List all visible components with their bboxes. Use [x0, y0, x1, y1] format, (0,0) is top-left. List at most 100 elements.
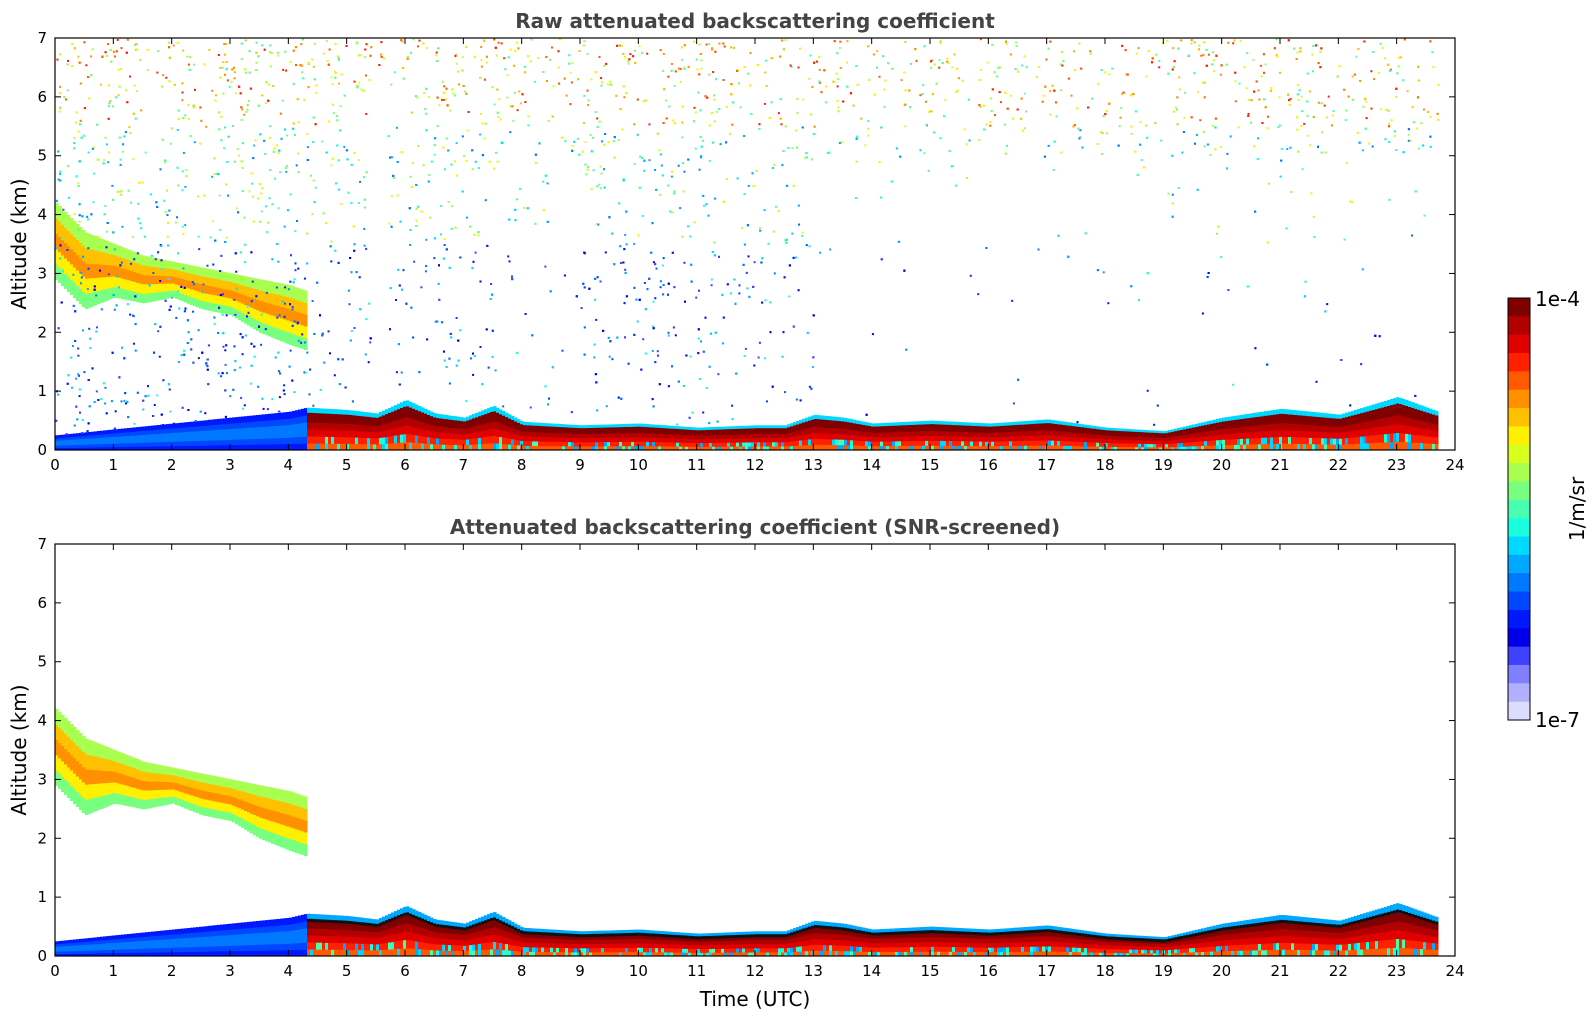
- heat-cell: [1051, 430, 1055, 436]
- heat-cell: [724, 434, 728, 439]
- heat-cell: [127, 446, 131, 450]
- noise-speckle: [838, 47, 841, 49]
- noise-speckle: [757, 356, 760, 359]
- cloud-cell: [202, 300, 206, 310]
- heat-cell: [883, 445, 887, 450]
- noise-speckle: [1190, 39, 1193, 42]
- cloud-cell: [250, 316, 254, 328]
- noise-speckle: [601, 140, 603, 143]
- heat-cell: [610, 437, 614, 443]
- heat-cell: [208, 429, 212, 436]
- noise-speckle: [652, 261, 655, 264]
- boundary-layer-line: [1426, 412, 1430, 416]
- heat-cell: [670, 425, 674, 431]
- heat-cell: [115, 429, 119, 434]
- heat-cell: [430, 430, 434, 438]
- cloud-cell: [226, 305, 230, 315]
- heat-cell: [94, 446, 98, 450]
- noise-speckle: [766, 400, 768, 403]
- heat-cell: [667, 445, 671, 450]
- cloud-cell: [220, 271, 224, 281]
- heat-cell: [877, 423, 881, 429]
- heat-cell: [91, 437, 95, 442]
- heat-cell: [553, 441, 557, 447]
- heat-cell: [655, 428, 659, 434]
- noise-speckle: [659, 286, 662, 289]
- cloud-cell: [208, 285, 212, 295]
- heat-cell: [67, 434, 71, 438]
- cloud-cell: [100, 251, 104, 265]
- heat-cell: [157, 425, 161, 430]
- heat-cell: [109, 436, 113, 441]
- heat-cell: [982, 432, 986, 438]
- heat-cell: [619, 441, 623, 447]
- heat-cell: [796, 430, 800, 437]
- heat-cell: [826, 444, 830, 450]
- heat-cell: [1135, 446, 1139, 450]
- heat-cell: [955, 435, 959, 442]
- heat-cell: [271, 425, 275, 433]
- heat-cell: [1210, 420, 1214, 426]
- heat-cell: [1378, 434, 1382, 443]
- heat-cell: [859, 440, 863, 446]
- boundary-layer-line: [1150, 432, 1154, 436]
- noise-speckle: [133, 342, 135, 345]
- heat-cell: [433, 419, 437, 426]
- heat-cell: [733, 426, 737, 431]
- heat-cell: [577, 429, 581, 434]
- boundary-layer-line: [1336, 418, 1340, 422]
- heat-cell: [1321, 419, 1325, 426]
- heat-cell: [565, 424, 569, 430]
- heat-cell: [241, 416, 245, 423]
- noise-speckle: [679, 67, 682, 70]
- heat-cell: [892, 427, 896, 433]
- heat-cell: [1015, 445, 1019, 450]
- heat-cell: [1189, 437, 1193, 443]
- heat-cell: [985, 445, 989, 450]
- heat-cell: [187, 445, 191, 450]
- heat-cell: [712, 438, 716, 443]
- heat-cell: [112, 439, 116, 444]
- noise-speckle: [718, 42, 721, 45]
- heat-cell: [763, 429, 767, 435]
- heat-cell: [1084, 445, 1088, 450]
- noise-speckle: [1108, 73, 1111, 76]
- heat-cell: [946, 421, 950, 427]
- cloud-cell: [277, 294, 281, 307]
- heat-cell: [316, 429, 320, 437]
- heat-cell: [1000, 440, 1004, 447]
- heat-cell: [1303, 437, 1307, 445]
- cloud-cell: [187, 272, 191, 281]
- boundary-layer-line: [1258, 416, 1262, 420]
- heat-cell: [349, 443, 353, 450]
- heat-cell: [766, 441, 770, 447]
- heat-cell: [1342, 425, 1346, 433]
- heat-cell: [277, 443, 281, 450]
- heat-cell: [589, 425, 593, 430]
- heat-cell: [643, 428, 647, 434]
- heat-cell: [691, 446, 695, 450]
- heat-cell: [970, 422, 974, 428]
- heat-cell: [1132, 446, 1136, 450]
- cloud-cell: [70, 263, 74, 280]
- heat-cell: [766, 437, 770, 443]
- heat-cell: [1126, 439, 1130, 444]
- cloud-cell: [274, 293, 278, 306]
- heat-cell: [577, 445, 581, 450]
- noise-speckle: [1158, 66, 1161, 69]
- cloud-cell: [196, 290, 200, 300]
- boundary-layer-line: [469, 419, 473, 423]
- heat-cell: [94, 443, 98, 448]
- noise-speckle: [450, 227, 453, 230]
- heat-cell: [424, 429, 428, 437]
- cloud-cell: [262, 301, 266, 313]
- heat-cell: [331, 409, 335, 417]
- noise-speckle: [884, 79, 887, 82]
- heat-cell: [697, 435, 701, 440]
- noise-speckle: [493, 167, 496, 170]
- noise-speckle: [693, 106, 696, 109]
- heat-cell: [481, 410, 485, 418]
- heat-cell: [109, 439, 113, 444]
- heat-cell: [685, 438, 689, 443]
- heat-cell: [763, 433, 767, 439]
